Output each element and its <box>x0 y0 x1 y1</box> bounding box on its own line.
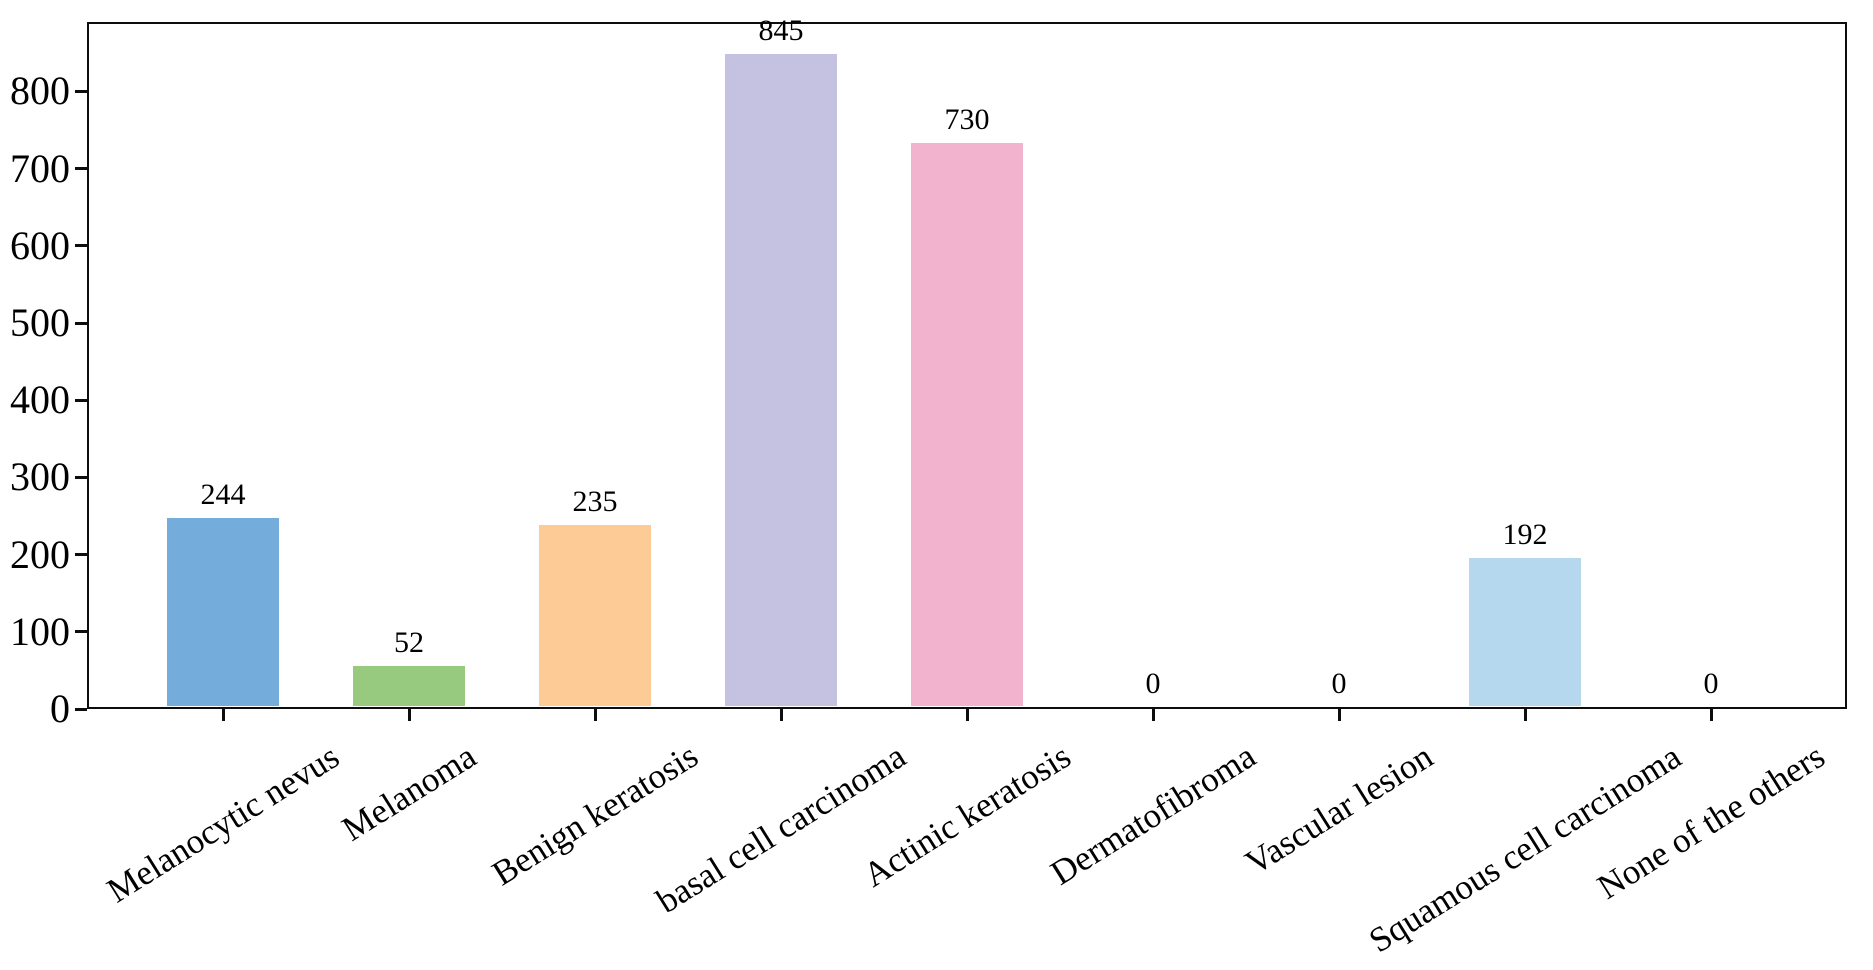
x-tick-label-dermatofibroma: Dermatofibroma <box>1043 736 1263 893</box>
x-tick-mark <box>407 709 411 721</box>
y-tick-mark <box>75 707 87 711</box>
x-tick-mark <box>779 709 783 721</box>
y-tick-mark <box>75 630 87 634</box>
bar-basal-cell-carcinoma <box>725 54 837 707</box>
bar-benign-keratosis <box>539 525 651 707</box>
y-tick-mark <box>75 553 87 557</box>
bar-actinic-keratosis <box>911 143 1023 707</box>
y-tick-label: 700 <box>10 145 70 191</box>
x-tick-label-melanocytic-nevus: Melanocytic nevus <box>100 736 346 910</box>
x-tick-label-melanoma: Melanoma <box>335 736 483 849</box>
y-tick-label: 300 <box>10 454 70 500</box>
y-tick-label: 500 <box>10 300 70 346</box>
y-tick-mark <box>75 244 87 248</box>
y-tick-mark <box>75 398 87 402</box>
plot-area <box>87 22 1847 709</box>
bar-squamous-cell-carcinoma <box>1469 558 1581 707</box>
value-label-dermatofibroma: 0 <box>1145 666 1161 700</box>
x-tick-mark <box>1523 709 1527 721</box>
bar-melanoma <box>353 666 465 707</box>
y-tick-label: 400 <box>10 377 70 423</box>
y-tick-label: 600 <box>10 222 70 268</box>
value-label-benign-keratosis: 235 <box>572 485 618 519</box>
value-label-melanocytic-nevus: 244 <box>200 478 246 512</box>
x-tick-mark <box>1337 709 1341 721</box>
x-tick-mark <box>1151 709 1155 721</box>
value-label-none-of-the-others: 0 <box>1703 666 1719 700</box>
y-tick-mark <box>75 475 87 479</box>
value-label-actinic-keratosis: 730 <box>944 103 990 136</box>
y-tick-mark <box>75 167 87 171</box>
y-tick-label: 200 <box>10 531 70 577</box>
x-tick-mark <box>965 709 969 721</box>
y-tick-mark <box>75 89 87 93</box>
x-tick-mark <box>221 709 225 721</box>
x-tick-label-vascular-lesion: Vascular lesion <box>1238 736 1440 883</box>
value-label-squamous-cell-carcinoma: 192 <box>1502 518 1548 552</box>
x-tick-mark <box>1709 709 1713 721</box>
bar-melanocytic-nevus <box>167 518 279 707</box>
x-tick-label-benign-keratosis: Benign keratosis <box>485 736 705 894</box>
value-label-vascular-lesion: 0 <box>1331 666 1347 700</box>
value-label-basal-cell-carcinoma: 845 <box>758 14 804 48</box>
y-tick-label: 0 <box>50 686 70 731</box>
y-tick-label: 100 <box>10 608 70 654</box>
y-tick-label: 800 <box>10 68 70 114</box>
value-label-melanoma: 52 <box>394 626 424 660</box>
y-tick-mark <box>75 321 87 325</box>
x-tick-mark <box>593 709 597 721</box>
